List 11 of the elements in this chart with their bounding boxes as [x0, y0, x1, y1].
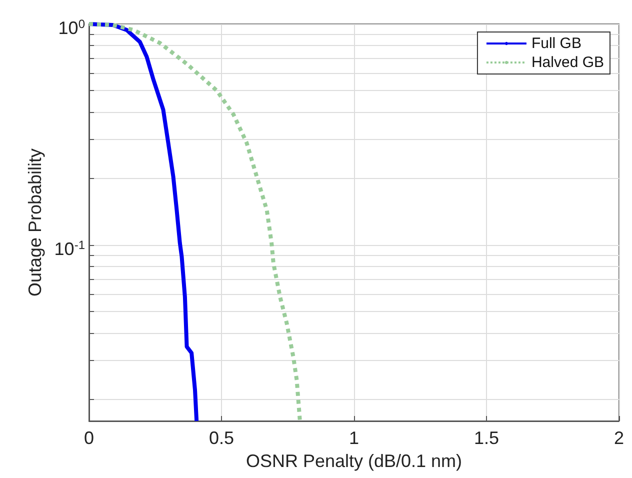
- x-tick-label: 2: [614, 428, 624, 448]
- x-tick-label: 0: [84, 428, 94, 448]
- y-tick-label: 10$^{-1}$: [54, 237, 85, 260]
- legend-label: Halved GB: [531, 54, 604, 71]
- x-tick-label: 0.5: [208, 428, 234, 448]
- legend-label: Full GB: [531, 35, 582, 52]
- x-tick-label: 1.5: [474, 428, 500, 448]
- y-tick-label: 10$^{0}$: [58, 16, 85, 39]
- y-axis-title: Outage Probability: [25, 148, 45, 297]
- x-tick-label: 1: [348, 428, 360, 448]
- x-axis-title: OSNR Penalty (dB/0.1 nm): [246, 450, 462, 471]
